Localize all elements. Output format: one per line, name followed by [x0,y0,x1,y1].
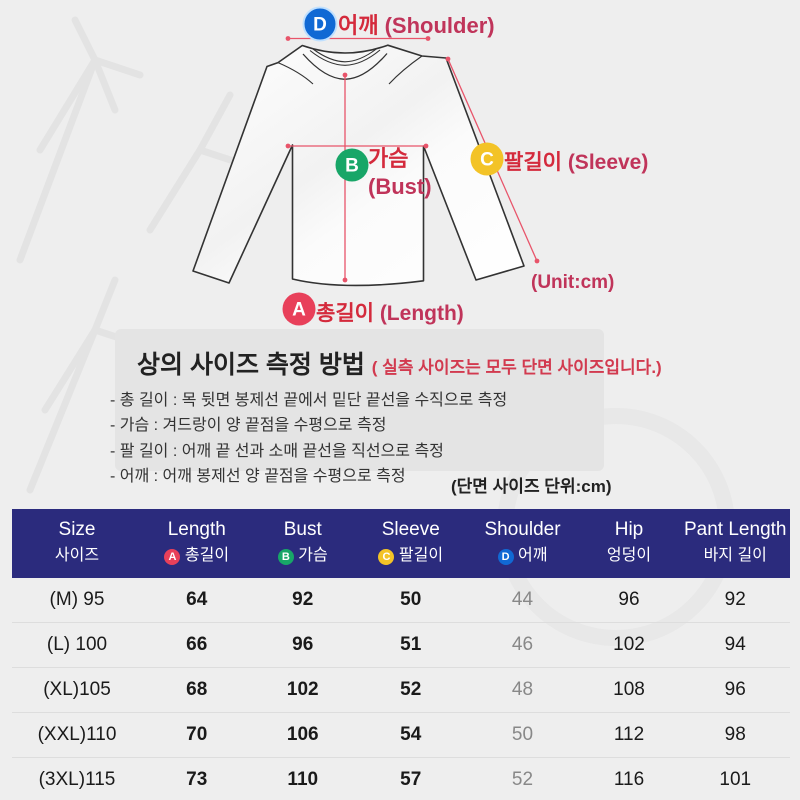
svg-text:C: C [480,150,494,171]
svg-text:A: A [292,300,306,321]
svg-text:D: D [313,15,327,36]
svg-text:B: B [345,156,359,177]
